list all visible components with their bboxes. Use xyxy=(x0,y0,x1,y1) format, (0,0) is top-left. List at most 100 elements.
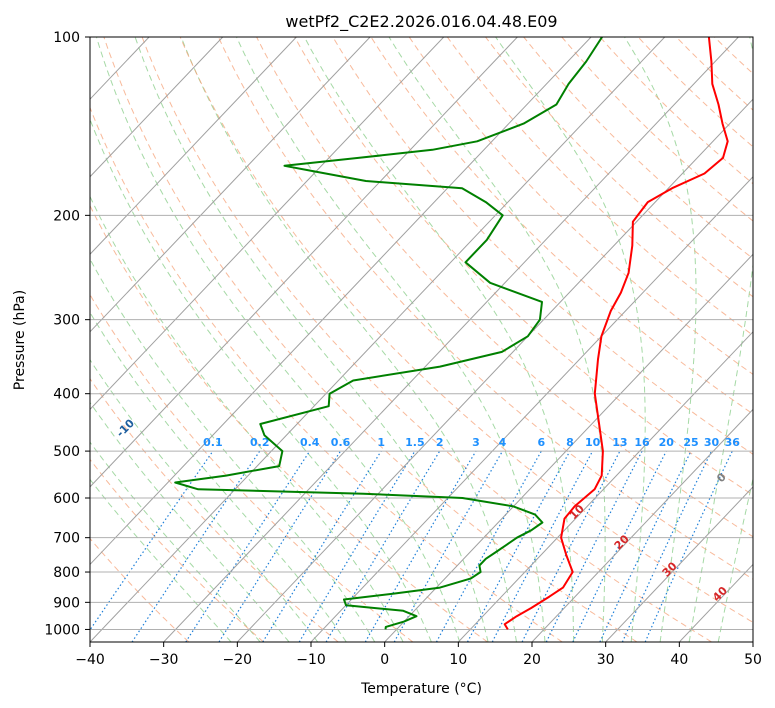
x-tick-label: 10 xyxy=(449,652,467,668)
dry-adiabat-line xyxy=(90,458,264,642)
moist-adiabat-line xyxy=(95,37,461,642)
isotherm-line xyxy=(236,98,753,642)
x-tick-label: 50 xyxy=(744,652,762,668)
mixing-ratio-line xyxy=(90,450,214,631)
mixing-ratio-label: 20 xyxy=(659,436,675,449)
moist-adiabat-line xyxy=(624,37,697,642)
mixing-ratio-label: 13 xyxy=(612,436,627,449)
isotherm-line xyxy=(531,408,753,642)
mixing-ratio-line xyxy=(599,450,692,642)
dry-adiabat-line xyxy=(294,37,753,496)
dry-adiabat-label: -10 xyxy=(114,416,137,439)
moist-adiabat-label: 30 xyxy=(660,559,680,579)
moist-adiabat-line xyxy=(90,441,261,642)
mixing-ratio-label: 25 xyxy=(683,436,698,449)
moist-adiabat-line xyxy=(90,478,232,642)
x-tick-label: 20 xyxy=(523,652,541,668)
plot-frame xyxy=(89,36,754,643)
mixing-ratio-label: 16 xyxy=(634,436,650,449)
dewpoint-profile xyxy=(174,37,603,630)
y-tick-label: 700 xyxy=(53,531,80,547)
mixing-ratio-line xyxy=(218,450,342,642)
dry-adiabat-line xyxy=(332,37,753,455)
mixing-ratio-label: 10 xyxy=(585,436,601,449)
mixing-ratio-line xyxy=(364,450,477,642)
y-tick-label: 1000 xyxy=(44,622,80,638)
mixing-ratio-line xyxy=(393,450,504,642)
y-tick-label: 500 xyxy=(53,444,80,460)
mixing-ratio-label: 0.6 xyxy=(331,436,351,449)
mixing-ratio-label: 0.1 xyxy=(203,436,223,449)
dry-adiabat-label: -20 xyxy=(27,375,50,398)
mixing-ratio-line xyxy=(185,450,311,642)
dry-adiabat-line xyxy=(256,37,753,538)
x-tick-label: −40 xyxy=(75,652,105,668)
y-tick-label: 900 xyxy=(53,595,80,611)
dry-adiabat-line xyxy=(141,37,712,642)
y-tick-label: 300 xyxy=(53,313,80,329)
isotherm-line xyxy=(90,37,445,411)
dry-adiabat-line xyxy=(599,37,753,185)
x-tick-label: 30 xyxy=(597,652,615,668)
isotherm-line xyxy=(90,37,297,256)
dry-adiabat-line xyxy=(90,204,488,642)
y-tick-label: 600 xyxy=(53,491,80,507)
isotherm-line xyxy=(384,253,753,642)
dry-adiabat-line xyxy=(561,37,753,222)
moist-adiabat-label: 20 xyxy=(612,532,632,552)
isotherm-line xyxy=(90,37,371,333)
moist-adiabat-line xyxy=(90,358,319,642)
dry-adiabat-line xyxy=(90,106,563,642)
mixing-ratio-label: 1.5 xyxy=(405,436,425,449)
temperature-profile xyxy=(503,37,729,630)
moist-adiabat-line xyxy=(495,37,646,642)
y-tick-label: 100 xyxy=(53,30,80,46)
isotherm-line xyxy=(90,37,592,566)
chart-title: wetPf2_C2E2.2026.016.04.48.E09 xyxy=(285,12,557,32)
dry-adiabat-line xyxy=(179,37,753,623)
moist-adiabat-line xyxy=(303,37,575,642)
dry-adiabat-line xyxy=(485,37,753,298)
dry-adiabat-line xyxy=(370,37,753,415)
isotherm-line xyxy=(310,176,753,642)
mixing-ratio-label: 3 xyxy=(472,436,480,449)
dry-adiabat-line xyxy=(752,37,753,39)
moist-adiabat-line xyxy=(388,37,606,642)
mixing-ratio-label: 0.2 xyxy=(250,436,270,449)
moist-adiabat-line xyxy=(134,37,489,642)
x-axis-label: Temperature (°C) xyxy=(360,681,482,697)
dry-adiabat-line xyxy=(637,37,753,148)
moist-adiabat-line xyxy=(236,37,546,642)
moist-adiabat-line xyxy=(90,118,432,642)
plot-area: -100-90-80-70-60-50-40-30-20-100.10.20.4… xyxy=(0,37,753,642)
x-tick-label: 40 xyxy=(670,652,688,668)
moist-adiabat-label: 0 xyxy=(714,470,729,485)
dry-adiabat-line xyxy=(446,37,753,336)
isotherm-line xyxy=(605,486,753,642)
isotherm-line xyxy=(0,37,2,642)
moist-adiabat-line xyxy=(717,476,753,642)
mixing-ratio-line xyxy=(572,450,667,642)
dry-adiabat-line xyxy=(217,37,753,580)
y-tick-label: 200 xyxy=(53,208,80,224)
dry-adiabat-line xyxy=(408,37,753,375)
mixing-ratio-label: 2 xyxy=(436,436,444,449)
moist-adiabat-line xyxy=(90,401,290,642)
y-tick-label: 800 xyxy=(53,565,80,581)
isotherm-line xyxy=(90,37,224,178)
dry-adiabat-line xyxy=(103,37,638,642)
mixing-ratio-line xyxy=(545,450,643,642)
moist-adiabat-line xyxy=(90,195,404,642)
dry-adiabat-line xyxy=(90,537,190,642)
moist-adiabat-label: 40 xyxy=(710,584,730,604)
x-tick-label: −20 xyxy=(223,652,253,668)
isotherm-line xyxy=(752,641,753,642)
isotherm-line xyxy=(90,37,666,642)
isotherm-line xyxy=(163,37,739,642)
isotherm-line xyxy=(90,37,518,488)
mixing-ratio-label: 36 xyxy=(725,436,741,449)
moist-adiabat-line xyxy=(688,37,753,642)
mixing-ratio-label: 8 xyxy=(566,436,574,449)
y-axis-label: Pressure (hPa) xyxy=(12,290,28,390)
